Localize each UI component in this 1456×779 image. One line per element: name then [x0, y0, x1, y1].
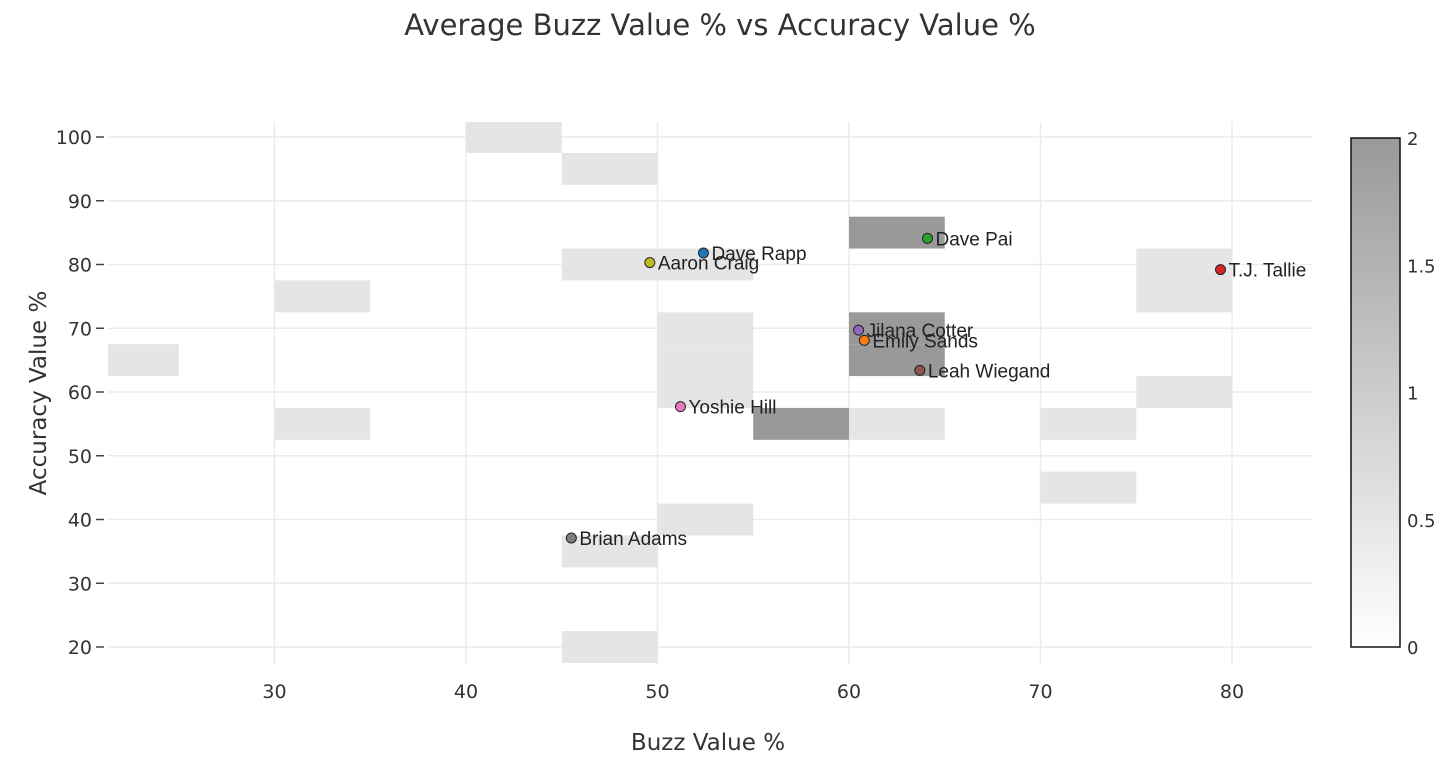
- point-label: Aaron Craig: [658, 254, 759, 275]
- heatmap-cell: [1136, 376, 1232, 408]
- point-label: Dave Rapp: [711, 244, 806, 265]
- point-label: Brian Adams: [579, 529, 687, 550]
- data-point: Brian Adams: [565, 529, 687, 550]
- point-label: Yoshie Hill: [688, 398, 776, 419]
- heatmap-cell: [466, 122, 562, 153]
- heatmap-cell: [849, 216, 945, 249]
- heatmap-cell: [1040, 471, 1137, 504]
- point-label: Emily Sands: [872, 331, 978, 352]
- y-tick-label: 70: [68, 318, 92, 340]
- data-point: Leah Wiegand: [914, 361, 1051, 382]
- heatmap-cell: [1136, 248, 1232, 281]
- y-tick-label: 100: [56, 127, 92, 149]
- heatmap-cell: [753, 407, 849, 440]
- data-point: Emily Sands: [858, 331, 978, 352]
- x-tick-label: 50: [645, 681, 669, 703]
- point-marker: [922, 232, 934, 244]
- data-point: Yoshie Hill: [674, 398, 776, 419]
- point-marker: [697, 247, 709, 259]
- x-axis-title: Buzz Value %: [631, 730, 785, 756]
- chart-title: Average Buzz Value % vs Accuracy Value %: [404, 8, 1036, 42]
- point-marker: [853, 324, 865, 336]
- data-point: Dave Rapp: [697, 244, 807, 265]
- y-tick-label: 80: [68, 255, 92, 277]
- x-tick-label: 60: [837, 681, 861, 703]
- heatmap-cell: [657, 312, 754, 345]
- data-point: Dave Pai: [922, 229, 1013, 250]
- colorbar: 0 0.5 1 1.5 2: [1350, 129, 1436, 659]
- heatmap-cell: [274, 280, 371, 313]
- axes: 30 40 50 60 70 80 20 30 40 50 60 70 80 90 100: [56, 127, 1244, 703]
- data-point: Jilana Cotter: [853, 321, 974, 342]
- heatmap-cell: [657, 503, 754, 536]
- heatmap-cell: [657, 376, 754, 408]
- colorbar-gradient: [1350, 137, 1401, 648]
- colorbar-tick-label: 0.5: [1407, 511, 1436, 532]
- heatmap-cell: [274, 407, 371, 440]
- colorbar-tick-label: 0: [1407, 638, 1418, 659]
- point-marker: [644, 257, 656, 269]
- x-tick-label: 70: [1028, 681, 1052, 703]
- y-tick-label: 50: [68, 446, 92, 468]
- y-tick-label: 20: [68, 637, 92, 659]
- heatmap-cell: [561, 631, 658, 663]
- point-label: Dave Pai: [936, 229, 1013, 250]
- heatmap-cell: [1040, 407, 1137, 440]
- heatmap-cell: [561, 535, 658, 568]
- colorbar-tick-label: 2: [1407, 129, 1418, 150]
- heatmap-layer: [108, 122, 1232, 663]
- y-tick-label: 40: [68, 510, 92, 532]
- heatmap-cell: [108, 344, 179, 377]
- point-marker: [565, 532, 577, 544]
- y-tick-label: 90: [68, 191, 92, 213]
- heatmap-cell: [561, 248, 658, 281]
- heatmap-cell: [849, 407, 945, 440]
- y-axis-title: Accuracy Value %: [26, 291, 52, 496]
- colorbar-tick-label: 1.5: [1407, 256, 1436, 277]
- heatmap-cell: [561, 152, 658, 185]
- point-label: Jilana Cotter: [867, 321, 974, 342]
- heatmap-cell: [657, 344, 754, 377]
- point-marker: [1215, 264, 1227, 276]
- point-marker: [858, 334, 870, 346]
- heatmap-cell: [849, 344, 945, 377]
- point-label: Leah Wiegand: [928, 361, 1051, 382]
- data-point: T.J. Tallie: [1215, 261, 1307, 282]
- x-tick-label: 80: [1220, 681, 1244, 703]
- x-tick-label: 40: [454, 681, 478, 703]
- x-tick-label: 30: [262, 681, 286, 703]
- y-tick-label: 30: [68, 573, 92, 595]
- point-label: T.J. Tallie: [1229, 261, 1307, 282]
- point-marker: [914, 364, 926, 376]
- y-tick-label: 60: [68, 382, 92, 404]
- point-marker: [674, 401, 686, 413]
- data-point: Aaron Craig: [644, 254, 759, 275]
- heatmap-cell: [1136, 280, 1232, 313]
- colorbar-tick-label: 1: [1407, 384, 1418, 405]
